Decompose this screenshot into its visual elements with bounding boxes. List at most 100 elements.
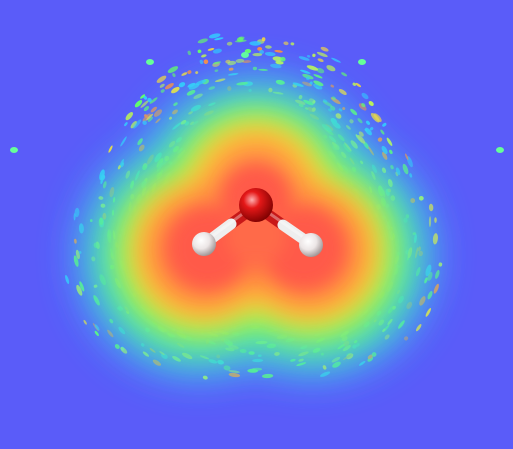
noise-speckle <box>142 120 147 125</box>
noise-speckle <box>234 39 247 43</box>
noise-speckle <box>147 97 152 103</box>
noise-speckle <box>178 82 186 88</box>
noise-speckle <box>207 48 215 51</box>
noise-speckle <box>235 58 245 63</box>
noise-speckle <box>290 42 295 46</box>
noise-speckle <box>79 281 85 292</box>
noise-speckle <box>402 163 409 175</box>
noise-speckle <box>380 129 385 135</box>
noise-speckle <box>201 54 207 58</box>
noise-speckle <box>438 262 443 267</box>
noise-speckle <box>249 41 262 46</box>
noise-speckle <box>425 307 432 317</box>
noise-speckle <box>150 106 157 113</box>
noise-speckle <box>358 131 364 137</box>
noise-speckle <box>369 127 374 131</box>
noise-speckle <box>315 86 320 90</box>
noise-speckle <box>227 60 237 66</box>
noise-speckle <box>78 250 82 254</box>
noise-speckle <box>357 135 366 144</box>
noise-speckle <box>259 49 264 55</box>
noise-speckle <box>338 108 343 112</box>
noise-speckle <box>74 238 77 244</box>
noise-speckle <box>188 83 200 90</box>
noise-speckle <box>241 52 249 58</box>
noise-speckle <box>73 255 79 267</box>
noise-speckle <box>382 151 388 160</box>
noise-speckle <box>364 128 368 132</box>
noise-speckle <box>283 41 289 46</box>
noise-speckle <box>208 33 221 39</box>
noise-speckle <box>434 217 437 223</box>
noise-speckle <box>306 55 311 58</box>
noise-speckle <box>252 66 257 71</box>
noise-speckle <box>164 83 174 90</box>
noise-speckle <box>319 371 331 377</box>
noise-speckle <box>352 82 357 86</box>
noise-speckle <box>78 223 84 234</box>
noise-speckle <box>382 122 387 127</box>
noise-speckle <box>228 372 241 378</box>
hydrogen-atom-right <box>299 233 323 257</box>
noise-speckle <box>65 275 70 284</box>
noise-speckle <box>203 59 209 65</box>
noise-speckle <box>415 323 422 332</box>
noise-speckle <box>349 119 354 124</box>
noise-speckle <box>108 145 113 153</box>
noise-speckle <box>242 60 252 64</box>
noise-speckle <box>306 76 310 81</box>
noise-speckle <box>195 79 207 86</box>
noise-speckle <box>76 284 83 296</box>
noise-speckle <box>306 65 319 71</box>
noise-speckle <box>361 103 366 108</box>
noise-speckle <box>432 233 438 245</box>
noise-speckle <box>404 336 409 341</box>
noise-speckle <box>226 41 233 46</box>
noise-speckle <box>140 100 149 108</box>
noise-speckle <box>361 92 369 100</box>
noise-speckle <box>94 324 100 331</box>
noise-speckle <box>124 122 128 127</box>
noise-speckle <box>316 67 325 74</box>
noise-speckle <box>197 38 208 44</box>
noise-speckle <box>358 59 366 65</box>
noise-speckle <box>381 145 388 155</box>
noise-speckle <box>238 36 245 40</box>
noise-speckle <box>120 136 127 147</box>
noise-speckle <box>313 80 324 87</box>
noise-speckle <box>186 90 196 96</box>
noise-speckle <box>202 375 208 380</box>
noise-speckle <box>215 78 226 83</box>
noise-speckle <box>275 60 284 65</box>
noise-speckle <box>130 121 137 129</box>
noise-speckle <box>114 344 120 349</box>
noise-speckle <box>298 56 310 61</box>
noise-speckle <box>144 114 148 119</box>
noise-speckle <box>292 82 304 87</box>
noise-speckle <box>125 112 134 121</box>
noise-speckle <box>187 82 196 88</box>
noise-speckle <box>359 361 366 366</box>
noise-speckle <box>146 113 154 121</box>
noise-speckle <box>274 49 283 53</box>
noise-speckle <box>270 63 282 69</box>
noise-speckle <box>195 71 199 75</box>
noise-speckle <box>496 147 504 153</box>
noise-speckle <box>258 68 268 71</box>
noise-speckle <box>368 100 374 107</box>
noise-speckle <box>326 65 336 72</box>
noise-speckle <box>181 72 188 76</box>
noise-speckle <box>406 156 413 168</box>
noise-speckle <box>302 81 312 87</box>
noise-speckle <box>331 57 341 63</box>
noise-speckle <box>187 50 192 56</box>
noise-speckle <box>409 173 413 178</box>
noise-speckle <box>300 69 311 74</box>
noise-speckle <box>120 346 128 354</box>
noise-speckle <box>74 207 80 218</box>
noise-speckle <box>370 112 380 123</box>
noise-speckle <box>83 319 87 325</box>
noise-speckle <box>143 106 150 112</box>
noise-speckle <box>418 195 424 201</box>
